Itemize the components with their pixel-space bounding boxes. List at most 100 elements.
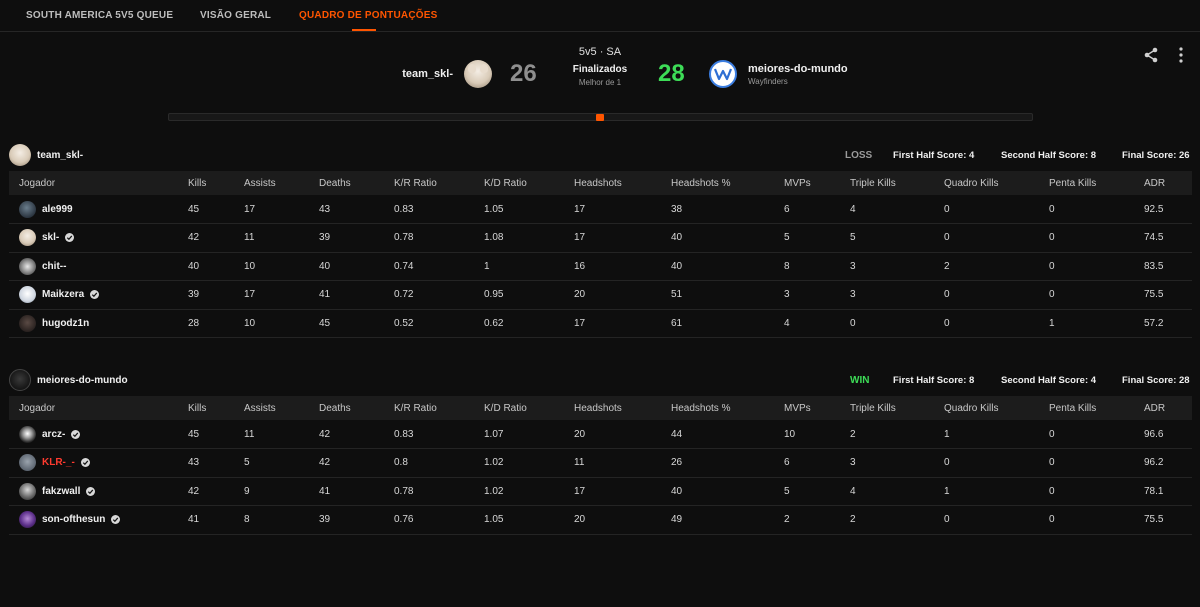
column-header[interactable]: Headshots: [574, 177, 622, 189]
stat-cell: 41: [319, 485, 331, 497]
stat-cell: 0: [850, 317, 856, 329]
tab-scoreboard[interactable]: QUADRO DE PONTUAÇÕES: [299, 10, 438, 21]
column-header[interactable]: Assists: [244, 402, 276, 414]
stat-cell: 4: [850, 203, 856, 215]
column-header[interactable]: Kills: [188, 177, 207, 189]
column-header[interactable]: MVPs: [784, 402, 811, 414]
stat-cell: 83.5: [1144, 260, 1164, 272]
column-header[interactable]: Penta Kills: [1049, 177, 1097, 189]
column-header[interactable]: Headshots %: [671, 177, 731, 189]
column-header[interactable]: K/D Ratio: [484, 402, 527, 414]
stat-cell: 0: [1049, 232, 1055, 244]
column-header[interactable]: MVPs: [784, 177, 811, 189]
maikzera-avatar[interactable]: [19, 286, 36, 304]
table-header-row: Jogador Kills Assists Deaths K/R Ratio K/D Ra…: [9, 171, 1192, 195]
stat-cell: 0.52: [394, 317, 414, 329]
fakzwall-avatar[interactable]: [19, 482, 36, 500]
player-row[interactable]: skl- 42 11 39 0.78 1.08 17 40 5 5 0 0 74.5: [9, 224, 1192, 253]
stat-cell: 1.07: [484, 428, 504, 440]
team-b-score: 28: [658, 60, 685, 87]
player-name[interactable]: arcz-: [42, 428, 66, 440]
column-header[interactable]: Deaths: [319, 177, 351, 189]
team-a-name[interactable]: team_skl-: [402, 68, 453, 80]
column-header[interactable]: K/R Ratio: [394, 402, 437, 414]
stat-cell: 1: [484, 260, 490, 272]
son-ofthesun-avatar[interactable]: [19, 511, 36, 529]
player-cell: skl-: [9, 224, 178, 253]
team-a-avatar[interactable]: [464, 60, 492, 88]
stat-cell: 11: [244, 428, 255, 440]
player-row[interactable]: son-ofthesun 41 8 39 0.76 1.05 20 49 2 2 0 0 75.5: [9, 506, 1192, 534]
stat-cell: 78.1: [1144, 485, 1164, 497]
stat-cell: 45: [188, 428, 200, 440]
timeline-marker[interactable]: [596, 114, 604, 121]
stat-cell: 17: [574, 232, 586, 244]
klr-avatar[interactable]: [19, 454, 36, 472]
player-row[interactable]: KLR-_- 43 5 42 0.8 1.02 11 26 6 3 0 0 96.2: [9, 449, 1192, 477]
team-b-avatar[interactable]: [709, 60, 737, 88]
column-header[interactable]: K/D Ratio: [484, 177, 527, 189]
player-info: hugodz1n: [19, 314, 178, 332]
share-icon[interactable]: [1143, 47, 1159, 63]
column-header[interactable]: ADR: [1144, 402, 1166, 414]
stat-cell: 3: [850, 289, 856, 301]
player-name[interactable]: ale999: [42, 203, 73, 215]
hugodz1n-avatar[interactable]: [19, 314, 36, 332]
stat-cell: 20: [574, 428, 586, 440]
stat-cell: 0: [944, 232, 950, 244]
team2-header: meiores-do-mundo WIN First Half Score: 8…: [9, 366, 1192, 396]
stat-cell: 17: [574, 203, 586, 215]
column-header[interactable]: Penta Kills: [1049, 402, 1097, 414]
player-row[interactable]: ale999 45 17 43 0.83 1.05 17 38 6 4 0 0 92.5: [9, 195, 1192, 224]
stat-cell: 1: [944, 428, 950, 440]
verified-badge-icon: [111, 515, 121, 525]
column-header[interactable]: Triple Kills: [850, 177, 896, 189]
stat-cell: 0: [944, 203, 950, 215]
player-row[interactable]: Maikzera 39 17 41 0.72 0.95 20 51 3 3 0 0 75.5: [9, 281, 1192, 309]
tab-queue[interactable]: SOUTH AMERICA 5V5 QUEUE: [26, 10, 174, 21]
skl-avatar[interactable]: [19, 229, 36, 247]
column-header[interactable]: Headshots %: [671, 402, 731, 414]
player-name[interactable]: Maikzera: [42, 289, 85, 301]
column-header[interactable]: Deaths: [319, 402, 351, 414]
ale999-avatar[interactable]: [19, 200, 36, 218]
stat-cell: 20: [574, 289, 586, 301]
player-name[interactable]: hugodz1n: [42, 317, 90, 329]
tab-overview[interactable]: VISÃO GERAL: [200, 10, 272, 21]
arcz-avatar[interactable]: [19, 425, 36, 443]
column-header[interactable]: ADR: [1144, 177, 1166, 189]
round-timeline[interactable]: [168, 113, 1033, 121]
active-tab-indicator: [352, 29, 376, 31]
stat-cell: 3: [850, 260, 856, 272]
player-row[interactable]: chit-- 40 10 40 0.74 1 16 40 8 3 2 0 83.5: [9, 252, 1192, 281]
column-header[interactable]: Quadro Kills: [944, 402, 999, 414]
team2-first-half: First Half Score: 8: [893, 375, 975, 386]
column-header[interactable]: Quadro Kills: [944, 177, 999, 189]
column-header[interactable]: K/R Ratio: [394, 177, 437, 189]
player-name[interactable]: KLR-_-: [42, 457, 75, 469]
stat-cell: 39: [319, 232, 331, 244]
player-name[interactable]: skl-: [42, 232, 60, 244]
player-row[interactable]: hugodz1n 28 10 45 0.52 0.62 17 61 4 0 0 1 57.2: [9, 309, 1192, 338]
player-row[interactable]: arcz- 45 11 42 0.83 1.07 20 44 10 2 1 0 96.6: [9, 420, 1192, 449]
team1-avatar[interactable]: [9, 144, 31, 166]
chit-avatar[interactable]: [19, 257, 36, 275]
stat-cell: 0.62: [484, 317, 504, 329]
player-name[interactable]: fakzwall: [42, 485, 81, 497]
stat-cell: 6: [784, 203, 790, 215]
team1-first-half: First Half Score: 4: [893, 150, 975, 161]
stat-cell: 96.2: [1144, 457, 1164, 469]
player-row[interactable]: fakzwall 42 9 41 0.78 1.02 17 40 5 4 1 0 78.1: [9, 477, 1192, 506]
column-header[interactable]: Triple Kills: [850, 402, 896, 414]
player-name[interactable]: chit--: [42, 260, 67, 272]
column-header[interactable]: Assists: [244, 177, 276, 189]
team1-name[interactable]: team_skl-: [37, 150, 84, 161]
player-name[interactable]: son-ofthesun: [42, 514, 106, 526]
column-header[interactable]: Headshots: [574, 402, 622, 414]
team2-name[interactable]: meiores-do-mundo: [37, 375, 128, 386]
column-header[interactable]: Kills: [188, 402, 207, 414]
more-options-icon[interactable]: [1177, 46, 1185, 64]
stat-cell: 41: [319, 289, 331, 301]
team-b-name[interactable]: meiores-do-mundo: [748, 63, 848, 75]
team2-avatar[interactable]: [9, 369, 31, 391]
